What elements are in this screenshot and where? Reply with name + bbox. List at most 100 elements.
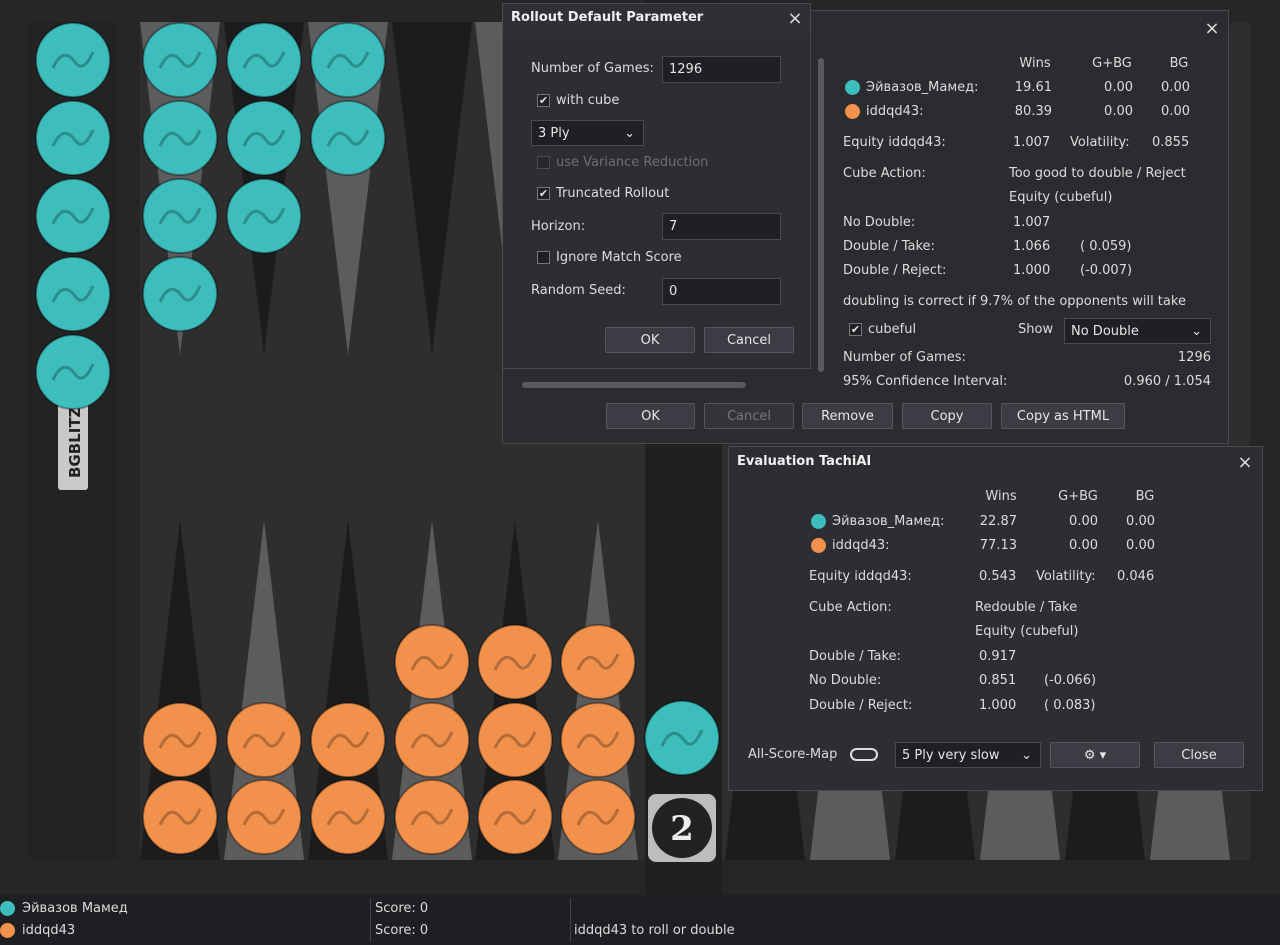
stat-value: 0.00: [1126, 514, 1155, 529]
stat-value: 0.00: [1161, 80, 1190, 95]
button[interactable]: Close: [1154, 742, 1244, 768]
checker: [226, 22, 302, 98]
checkbox: [537, 156, 550, 169]
column-header: Wins: [985, 489, 1017, 504]
toggle[interactable]: [850, 748, 878, 761]
checker: [310, 702, 386, 778]
stat-value: 77.13: [979, 538, 1017, 553]
close-button[interactable]: ×: [1204, 18, 1220, 39]
separator: [570, 898, 571, 942]
button[interactable]: Copy: [902, 403, 992, 429]
button[interactable]: Cancel: [704, 327, 794, 353]
checker: [35, 100, 111, 176]
button[interactable]: OK: [606, 403, 695, 429]
checker: [477, 624, 553, 700]
checker-pattern: [493, 731, 537, 749]
button: Cancel: [704, 403, 794, 429]
value: 0.543: [979, 569, 1017, 584]
checker-pattern: [158, 129, 202, 147]
checker-pattern: [51, 129, 95, 147]
decision-diff: ( 0.059): [1080, 239, 1132, 254]
button[interactable]: Copy as HTML: [1001, 403, 1125, 429]
checker: [560, 779, 636, 855]
checker-pattern: [158, 207, 202, 225]
checker-pattern: [660, 729, 704, 747]
player-name: Эйвазов_Мамед:: [866, 80, 979, 95]
checkbox[interactable]: ✔: [537, 94, 550, 107]
stat-value: 0.00: [1104, 104, 1133, 119]
checker-pattern: [242, 129, 286, 147]
player-icon: [845, 80, 860, 95]
decision-value: 0.917: [979, 649, 1017, 664]
checker: [310, 100, 386, 176]
status-message: iddqd43 to roll or double: [574, 923, 735, 938]
checker-pattern: [493, 653, 537, 671]
checkbox-label: use Variance Reduction: [556, 155, 709, 170]
label: Random Seed:: [531, 283, 626, 298]
column-header: G+BG: [1092, 56, 1132, 71]
decision-diff: ( 0.083): [1044, 698, 1096, 713]
decision-label: Double / Take:: [843, 239, 935, 254]
stat-value: 0.00: [1104, 80, 1133, 95]
checker-pattern: [326, 51, 370, 69]
settings-button[interactable]: ⚙ ▾: [1050, 742, 1140, 768]
checker: [310, 22, 386, 98]
scrollbar: [522, 382, 746, 388]
checker: [644, 700, 720, 776]
label: Cube Action:: [809, 600, 892, 615]
input[interactable]: 0: [662, 278, 781, 305]
checkbox[interactable]: [537, 251, 550, 264]
checker-pattern: [576, 808, 620, 826]
close-button[interactable]: ×: [787, 8, 803, 29]
checker-pattern: [158, 731, 202, 749]
decision-value: 1.000: [1013, 263, 1051, 278]
button[interactable]: OK: [605, 327, 695, 353]
checker-pattern: [326, 808, 370, 826]
checker-pattern: [410, 808, 454, 826]
checker: [142, 779, 218, 855]
player-name: Эйвазов Мамед: [22, 901, 128, 916]
label: Volatility:: [1070, 135, 1130, 150]
checker: [142, 22, 218, 98]
select[interactable]: 5 Ply very slow ⌄: [895, 742, 1041, 768]
input[interactable]: 7: [662, 213, 781, 240]
close-button[interactable]: ×: [1237, 452, 1253, 473]
show-select[interactable]: No Double ⌄: [1064, 318, 1211, 344]
checker-pattern: [158, 808, 202, 826]
checker-pattern: [51, 51, 95, 69]
input[interactable]: 1296: [662, 56, 781, 83]
checker-pattern: [51, 363, 95, 381]
checker: [142, 178, 218, 254]
checker-pattern: [326, 129, 370, 147]
checker: [560, 624, 636, 700]
decision-label: Double / Reject:: [809, 698, 913, 713]
title-bar: [503, 4, 810, 34]
checker: [35, 334, 111, 410]
stat-value: 0.00: [1069, 538, 1098, 553]
checker-pattern: [410, 653, 454, 671]
player-name: iddqd43:: [866, 104, 924, 119]
checker: [142, 702, 218, 778]
column-header: Wins: [1019, 56, 1051, 71]
player-score: Score: 0: [375, 923, 429, 938]
player-icon: [0, 901, 15, 916]
label: 95% Confidence Interval:: [843, 374, 1008, 389]
button[interactable]: Remove: [802, 403, 893, 429]
dropdown-arrow: ⌄: [1191, 323, 1202, 339]
checkbox[interactable]: ✔: [537, 187, 550, 200]
select[interactable]: 3 Ply ⌄: [531, 120, 644, 146]
value: 0.855: [1152, 135, 1190, 150]
checker-pattern: [242, 207, 286, 225]
checkbox-label: with cube: [556, 93, 620, 108]
decision-diff: (-0.007): [1080, 263, 1133, 278]
checker-pattern: [493, 808, 537, 826]
checkbox[interactable]: ✔: [849, 323, 862, 336]
label: Volatility:: [1036, 569, 1096, 584]
player-icon: [845, 104, 860, 119]
player-icon: [0, 923, 15, 938]
checker: [477, 702, 553, 778]
checker-pattern: [242, 51, 286, 69]
checker-pattern: [576, 731, 620, 749]
stat-value: 0.00: [1069, 514, 1098, 529]
player-score: Score: 0: [375, 901, 429, 916]
